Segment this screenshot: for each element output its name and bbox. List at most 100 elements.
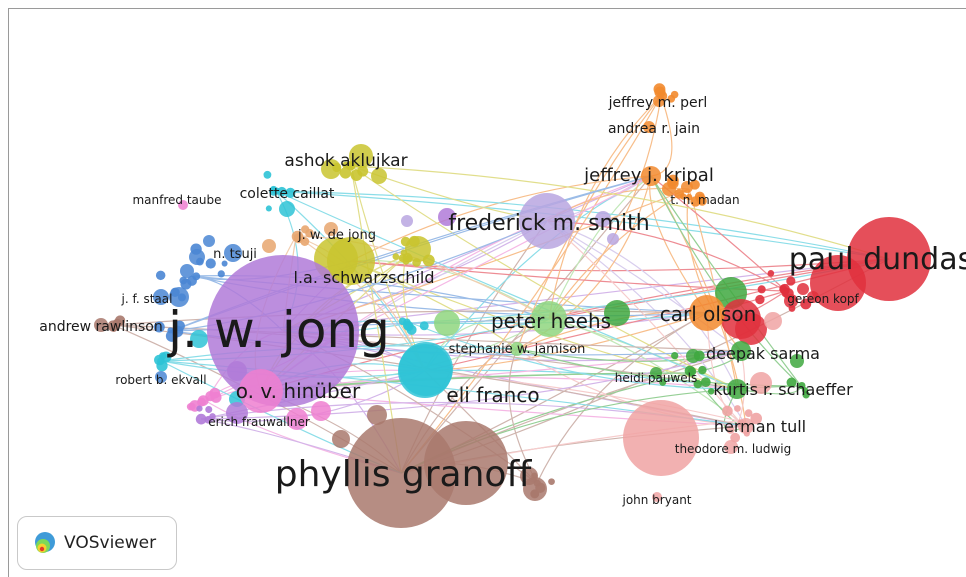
minor-node[interactable] (286, 408, 308, 430)
minor-node[interactable] (217, 270, 225, 278)
node-frederick-m-smith[interactable] (519, 193, 575, 249)
minor-node[interactable] (357, 165, 369, 177)
minor-node[interactable] (300, 237, 310, 246)
node-heidi-pauwels[interactable] (650, 367, 662, 379)
minor-node[interactable] (195, 413, 207, 425)
node-kurtis-r-schaeffer[interactable] (727, 379, 747, 399)
minor-node[interactable] (285, 187, 296, 199)
node-phyllis-granoff[interactable] (346, 418, 456, 528)
minor-node[interactable] (520, 467, 538, 485)
minor-node[interactable] (392, 253, 400, 260)
minor-node[interactable] (371, 168, 387, 184)
node-carl-olson[interactable] (689, 295, 725, 331)
minor-node[interactable] (155, 270, 166, 281)
minor-node[interactable] (311, 401, 331, 421)
minor-node[interactable] (209, 413, 216, 420)
minor-node[interactable] (401, 215, 413, 227)
node-peter-heehs[interactable] (531, 301, 567, 337)
minor-node[interactable] (767, 270, 775, 277)
minor-node[interactable] (263, 170, 272, 179)
node-stephanie-w-jamison[interactable] (510, 342, 524, 356)
minor-node[interactable] (784, 294, 798, 308)
minor-node[interactable] (730, 432, 741, 443)
node-robert-b-ekvall[interactable] (155, 371, 167, 383)
minor-node[interactable] (419, 321, 429, 331)
minor-node[interactable] (180, 264, 194, 278)
node-andrew-rawlinson[interactable] (94, 318, 108, 332)
co-citation-network[interactable]: j. w. jong phyllis granoff paul dundas fred… (9, 9, 966, 577)
node-j-w-de-jong[interactable] (324, 222, 338, 236)
node-n-tsuji[interactable] (224, 244, 242, 262)
minor-node[interactable] (750, 412, 763, 425)
minor-node[interactable] (757, 285, 766, 294)
node-eli-franco[interactable] (398, 344, 452, 398)
minor-node[interactable] (205, 406, 213, 414)
node-o-v-hin-ber[interactable] (239, 369, 283, 413)
node-t-n-madan[interactable] (696, 194, 706, 204)
minor-node[interactable] (674, 188, 685, 199)
minor-node[interactable] (190, 330, 208, 348)
minor-node[interactable] (671, 351, 679, 360)
node-gereon-kopf[interactable] (807, 291, 819, 303)
minor-node[interactable] (781, 290, 789, 298)
minor-node[interactable] (321, 159, 341, 179)
minor-node[interactable] (755, 294, 765, 305)
vosviewer-badge[interactable]: VOSviewer (17, 516, 177, 570)
node-ashok-aklujkar[interactable] (349, 144, 373, 168)
minor-node[interactable] (735, 313, 767, 345)
minor-node[interactable] (797, 283, 809, 295)
node-theodore-m-ludwig[interactable] (724, 440, 738, 454)
node-jeffrey-j-kripal[interactable] (641, 166, 661, 186)
minor-node[interactable] (405, 236, 431, 262)
minor-node[interactable] (160, 351, 172, 363)
minor-node[interactable] (786, 377, 797, 388)
major-nodes[interactable] (94, 95, 931, 528)
minor-node[interactable] (607, 233, 619, 245)
node-john-bryant[interactable] (652, 492, 662, 502)
minor-node[interactable] (684, 365, 696, 377)
minor-node[interactable] (169, 287, 189, 307)
minor-node[interactable] (623, 400, 699, 476)
minor-node[interactable] (750, 372, 772, 394)
minor-node[interactable] (786, 276, 796, 286)
minor-node[interactable] (291, 230, 304, 243)
minor-node[interactable] (726, 425, 735, 434)
node-erich-frauwallner[interactable] (226, 402, 248, 424)
node-jeffrey-m-perl[interactable] (653, 95, 665, 107)
minor-node[interactable] (180, 278, 192, 290)
minor-node[interactable] (722, 405, 733, 417)
node-deepak-sarma[interactable] (731, 341, 751, 361)
minor-node[interactable] (332, 430, 350, 448)
minor-node[interactable] (662, 182, 676, 196)
minor-node[interactable] (265, 205, 272, 212)
minor-node[interactable] (153, 321, 165, 333)
minor-node[interactable] (301, 225, 310, 234)
minor-node[interactable] (221, 260, 228, 267)
minor-node[interactable] (203, 235, 215, 247)
minor-node[interactable] (548, 478, 555, 486)
minor-node[interactable] (402, 320, 413, 331)
minor-node[interactable] (802, 387, 809, 394)
minor-node[interactable] (693, 379, 703, 389)
minor-node[interactable] (171, 325, 184, 338)
minor-node[interactable] (438, 208, 456, 226)
minor-node[interactable] (667, 94, 676, 103)
node-herman-tull[interactable] (738, 418, 754, 434)
minor-node[interactable] (434, 310, 460, 336)
network-map[interactable]: j. w. jong phyllis granoff paul dundas fred… (8, 8, 966, 577)
minor-node[interactable] (205, 258, 216, 269)
minor-node[interactable] (734, 405, 741, 412)
minor-node[interactable] (685, 193, 693, 201)
node-paul-dundas[interactable] (847, 217, 931, 301)
minor-node[interactable] (800, 298, 812, 310)
minor-node[interactable] (269, 186, 279, 196)
minor-node[interactable] (367, 405, 387, 425)
node-colette-caillat[interactable] (279, 201, 295, 217)
minor-node[interactable] (210, 391, 222, 403)
minor-node[interactable] (595, 211, 611, 227)
minor-node[interactable] (277, 186, 287, 197)
minor-node[interactable] (681, 181, 693, 193)
minor-node[interactable] (707, 388, 715, 395)
minor-node[interactable] (698, 365, 707, 375)
node-manfred-taube[interactable] (178, 200, 188, 210)
